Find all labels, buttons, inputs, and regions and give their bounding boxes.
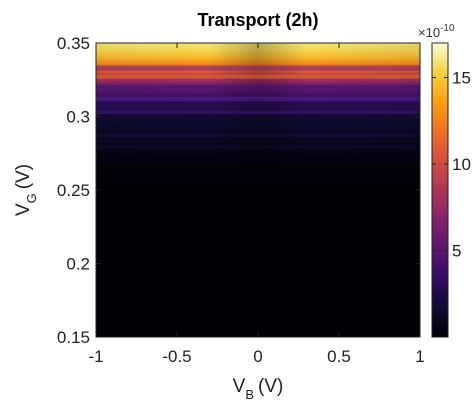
chart-title: Transport (2h) — [197, 10, 318, 30]
heatmap-stripe — [96, 84, 420, 90]
colorbar-tick-label: 5 — [452, 242, 461, 261]
plot-area — [95, 42, 421, 338]
heatmap-stripe — [96, 134, 420, 137]
y-axis-label: VG (V) — [13, 164, 39, 216]
heatmap-stripe — [96, 110, 420, 114]
heatmap-stripe — [96, 145, 420, 149]
x-label-main: V — [233, 376, 246, 397]
y-tick-label: 0.2 — [66, 255, 90, 274]
x-tick-label: -0.5 — [162, 347, 191, 366]
colorbar-multiplier: ×10-10 — [418, 23, 455, 40]
colorbar: 5 10 15 ×10-10 — [418, 23, 471, 338]
y-tick-label: 0.25 — [57, 181, 90, 200]
colorbar-frame — [431, 42, 449, 338]
heatmap-stripe — [96, 96, 420, 102]
colorbar-ticks: 5 10 15 — [432, 69, 471, 261]
x-label-subscript: B — [245, 387, 254, 402]
y-label-main: V — [13, 203, 34, 216]
y-tick-label: 0.15 — [57, 328, 90, 347]
x-tick-label: 1 — [415, 347, 424, 366]
x-axis-ticks: -1 -0.5 0 0.5 1 — [88, 43, 425, 366]
y-axis-ticks: 0.15 0.2 0.25 0.3 0.35 — [57, 34, 420, 347]
colorbar-tick-label: 15 — [452, 69, 471, 88]
heatmap-center-shading — [96, 43, 420, 163]
y-tick-label: 0.3 — [66, 108, 90, 127]
x-label-unit: (V) — [258, 376, 283, 397]
y-label-unit: (V) — [13, 164, 34, 189]
heatmap-stripe — [96, 65, 420, 71]
heatmap-stripes — [96, 65, 420, 149]
x-tick-label: 0 — [253, 347, 262, 366]
colorbar-tick-label: 10 — [452, 155, 471, 174]
x-axis-label: VB (V) — [233, 376, 284, 402]
y-tick-label: 0.35 — [57, 34, 90, 53]
y-label-subscript: G — [24, 193, 39, 203]
x-tick-label: -1 — [88, 347, 103, 366]
heatmap-stripe — [96, 75, 420, 79]
x-tick-label: 0.5 — [327, 347, 351, 366]
colorbar-gradient-bar — [432, 43, 448, 337]
